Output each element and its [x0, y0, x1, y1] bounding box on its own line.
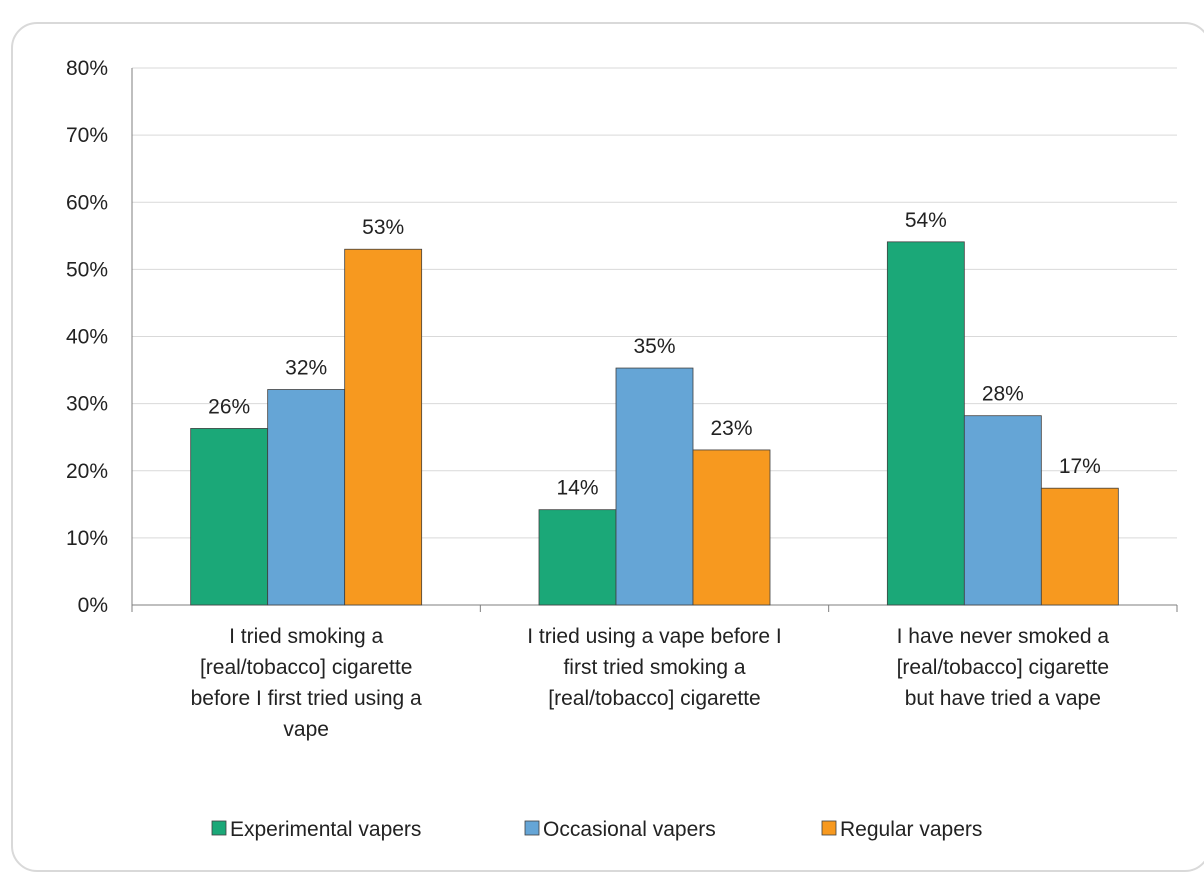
category-label: I have never smoked a [real/tobacco] ciga…	[897, 625, 1110, 710]
legend-label: Regular vapers	[840, 818, 982, 841]
y-tick-label: 50%	[66, 258, 108, 281]
legend-label: Occasional vapers	[543, 818, 716, 841]
data-label: 26%	[208, 395, 250, 418]
bar	[267, 389, 346, 606]
bar	[538, 509, 617, 606]
legend-swatch	[211, 820, 227, 836]
bar	[344, 248, 423, 606]
data-label: 14%	[556, 477, 598, 500]
y-tick-label: 20%	[66, 460, 108, 483]
data-label: 28%	[982, 383, 1024, 406]
y-tick-label: 30%	[66, 393, 108, 416]
bar	[886, 241, 965, 606]
y-tick-label: 70%	[66, 124, 108, 147]
bar	[615, 367, 694, 606]
y-tick-label: 0%	[78, 594, 108, 617]
y-tick-label: 60%	[66, 191, 108, 214]
data-label: 17%	[1059, 455, 1101, 478]
data-label: 35%	[633, 335, 675, 358]
y-tick-label: 80%	[66, 57, 108, 80]
data-label: 23%	[710, 417, 752, 440]
bar	[963, 415, 1042, 606]
legend-swatch	[524, 820, 540, 836]
y-tick-label: 40%	[66, 326, 108, 349]
legend-label: Experimental vapers	[230, 818, 421, 841]
bar	[190, 428, 269, 606]
data-label: 53%	[362, 216, 404, 239]
y-tick-label: 10%	[66, 527, 108, 550]
category-label: I tried smoking a [real/tobacco] cigarett…	[191, 625, 422, 741]
data-label: 32%	[285, 357, 327, 380]
bar	[692, 449, 771, 606]
legend-swatch	[821, 820, 837, 836]
data-label: 54%	[905, 209, 947, 232]
bar	[1040, 487, 1119, 606]
